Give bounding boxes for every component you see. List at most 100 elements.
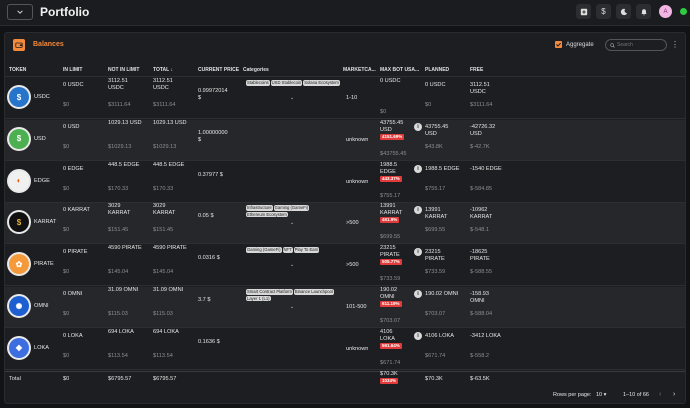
panel-title: Balances: [33, 41, 64, 48]
chevron-down-icon[interactable]: ⌄: [290, 304, 295, 310]
not-in-limit: 1029.13 USD: [108, 119, 142, 126]
token-symbol: USD: [34, 135, 46, 142]
free-unit: USDC: [470, 89, 486, 95]
table-row[interactable]: ◐ EDGE 0 EDGE $0 448.5 EDGE $170.33 448.5 EDGE…: [5, 162, 685, 203]
panel-header: Balances Aggregate ⋮: [5, 33, 685, 59]
planned-unit: KARRAT: [425, 214, 448, 221]
free-usd: $-588.04: [470, 311, 493, 317]
info-icon[interactable]: i: [414, 122, 422, 131]
total-usd: $151.45: [153, 227, 174, 234]
chevron-down-icon[interactable]: ⌄: [290, 95, 295, 101]
total-row: Total $0 $6795.57 $6795.57 $70.3K 1034% …: [5, 371, 685, 385]
category-tag: Ethereum Ecosystem: [246, 211, 288, 218]
table-header: TOKEN IN LIMIT NOT IN LIMIT TOTAL ↓ CURR…: [5, 65, 685, 77]
table-row[interactable]: $ KARRAT 0 KARRAT $0 3029 KARRAT $151.45 3029 KA…: [5, 203, 685, 245]
free-usd: $-588.55: [470, 269, 493, 276]
info-icon[interactable]: i: [414, 164, 422, 173]
token-symbol: LOKA: [34, 344, 49, 351]
category-tag: Smart Contract Platform: [246, 289, 293, 295]
chevron-down-icon[interactable]: ⌄: [290, 220, 295, 227]
category-tag: Stablecoins: [246, 80, 270, 86]
category-tag: Solana Ecosystem: [303, 80, 340, 86]
not-in-limit: 3029: [108, 203, 121, 210]
free-unit: USD: [470, 130, 482, 137]
col-max-bot-usage[interactable]: MAX BOT USA...: [380, 67, 420, 73]
category-tag: Gaming (GameFi): [246, 247, 282, 253]
col-in-limit[interactable]: IN LIMIT: [63, 67, 83, 73]
in-limit: 0 KARRAT: [63, 207, 90, 214]
moon-icon[interactable]: [616, 4, 631, 19]
max-bot-usage-usd: $43755.45: [380, 150, 407, 157]
bell-icon[interactable]: [636, 4, 651, 19]
planned: 190.02 OMNI: [425, 291, 459, 297]
search-box[interactable]: [605, 39, 667, 51]
total-max-badge: 1034%: [380, 378, 399, 385]
col-free[interactable]: FREE: [470, 67, 484, 73]
chevron-down-icon[interactable]: ⌄: [290, 262, 295, 269]
top-actions: $ A: [576, 4, 672, 19]
total-free: $-63.5K: [470, 376, 490, 382]
category-tags: Smart Contract Platform Binance Launchpoo…: [246, 289, 346, 301]
menu-dropdown-button[interactable]: [7, 4, 33, 20]
aggregate-checkbox[interactable]: Aggregate: [555, 41, 594, 48]
free: -1540 EDGE: [470, 165, 502, 172]
col-marketcap[interactable]: MARKETCA...: [343, 67, 376, 73]
balances-panel: Balances Aggregate ⋮ TOKEN IN LIMIT NOT …: [4, 32, 686, 404]
more-vert-icon[interactable]: ⋮: [671, 40, 679, 49]
not-in-limit: 4590 PIRATE: [108, 245, 142, 252]
table-row[interactable]: ✺ OMNI 0 OMNI $0 31.09 OMNI $115.03 31.09 OMNI…: [5, 287, 685, 328]
prev-page-icon[interactable]: ‹: [659, 391, 662, 398]
current-price: 3.7 $: [198, 297, 211, 303]
col-total[interactable]: TOTAL ↓: [153, 67, 173, 73]
col-not-in-limit[interactable]: NOT IN LIMIT: [108, 67, 140, 73]
sort-arrow-icon[interactable]: ↓: [170, 67, 174, 73]
search-icon: [610, 42, 615, 48]
planned-unit: PIRATE: [425, 256, 445, 263]
pirate-icon: ✿: [9, 254, 29, 275]
in-limit: 0 EDGE: [63, 165, 84, 172]
rows-per-page-select[interactable]: 10 ▾: [596, 392, 606, 399]
top-bar: Portfolio $ A: [0, 0, 690, 26]
not-in-limit-unit: USDC: [108, 85, 124, 91]
total: 694 LOKA: [153, 328, 179, 335]
table-row[interactable]: $ USD 0 USD $0 1029.13 USD $1029.13 1029.13 US…: [5, 119, 685, 161]
col-planned[interactable]: PLANNED: [425, 67, 450, 73]
rows-per-page-label: Rows per page:: [553, 392, 592, 398]
max-bot-usage-usd: $703.07: [380, 318, 401, 324]
total-label: Total: [9, 376, 21, 382]
info-icon[interactable]: i: [414, 331, 422, 340]
add-box-icon[interactable]: [576, 4, 591, 19]
max-bot-usage-unit: USD: [380, 126, 392, 133]
table-row[interactable]: ◆ LOKA 0 LOKA $0 694 LOKA $113.54 694 LOKA $113…: [5, 329, 685, 370]
max-bot-usage-unit: EDGE: [380, 168, 396, 175]
max-bot-usage-usd: $699.55: [380, 234, 401, 241]
dollar-icon[interactable]: $: [596, 4, 611, 19]
not-in-limit: 448.5 EDGE: [108, 161, 140, 168]
col-categories[interactable]: Categories: [243, 67, 269, 73]
avatar[interactable]: A: [659, 5, 672, 18]
free: -42726.32: [470, 123, 496, 130]
max-bot-usage-unit: OMNI: [380, 294, 395, 300]
col-token[interactable]: TOKEN: [9, 67, 27, 73]
free: -18625: [470, 249, 488, 256]
planned-usd: $0: [425, 102, 432, 108]
total: 3029: [153, 203, 166, 210]
pagination: Rows per page: 10 ▾ 1–10 of 66 ‹ ›: [5, 386, 685, 403]
marketcap: unknown: [346, 136, 369, 143]
checkbox-checked-icon[interactable]: [555, 41, 562, 48]
col-current-price[interactable]: CURRENT PRICE: [198, 67, 240, 73]
edge-icon: ◐: [9, 170, 29, 191]
search-input[interactable]: [617, 42, 665, 48]
info-icon[interactable]: i: [414, 248, 422, 257]
karrat-icon: $: [9, 212, 29, 233]
info-icon[interactable]: i: [414, 206, 422, 215]
planned: 4106 LOKA: [425, 332, 454, 339]
in-limit-usd: $0: [63, 227, 70, 234]
next-page-icon[interactable]: ›: [673, 391, 676, 398]
in-limit-usd: $0: [63, 185, 70, 192]
table-row[interactable]: ✿ PIRATE 0 PIRATE $0 4590 PIRATE $145.04 4590 …: [5, 245, 685, 287]
info-icon[interactable]: i: [414, 290, 422, 298]
total-in-limit: $0: [63, 376, 70, 382]
table-row[interactable]: $ USDC 0 USDC $0 3112.51 USDC $3111.64 3112.51 U…: [5, 78, 685, 119]
not-in-limit: 3112.51: [108, 78, 128, 84]
